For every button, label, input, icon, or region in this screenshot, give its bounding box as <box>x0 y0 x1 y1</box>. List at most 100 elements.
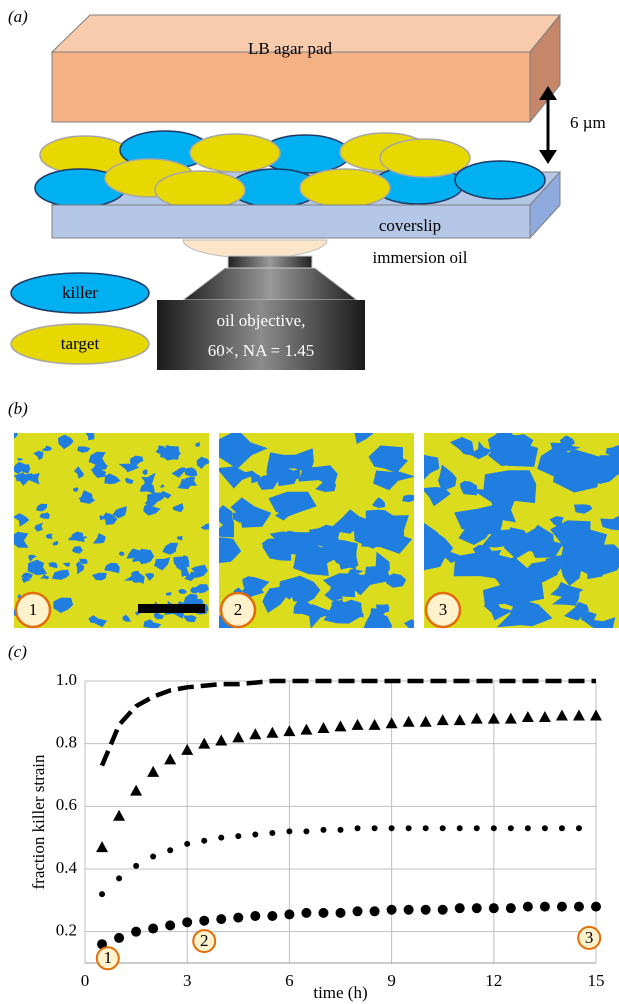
dot-marker <box>252 832 258 838</box>
dot-marker <box>574 902 584 912</box>
frame-label: 2 <box>234 600 243 619</box>
killer-patch <box>402 495 418 502</box>
triangle-marker <box>505 713 517 724</box>
objective-tip <box>228 256 312 268</box>
dot-marker <box>133 863 139 869</box>
dot-marker <box>114 933 124 943</box>
cell <box>455 161 545 199</box>
x-tick-label: 9 <box>387 971 396 990</box>
dot-marker <box>523 902 533 912</box>
dot-marker <box>267 911 277 921</box>
dot-marker <box>338 827 344 833</box>
dot-marker <box>216 914 226 924</box>
frame-label: 1 <box>29 600 38 619</box>
dot-marker <box>148 924 158 934</box>
triangle-marker <box>317 722 329 733</box>
dot-marker <box>131 927 141 937</box>
y-tick-label: 0.4 <box>56 858 78 877</box>
dot-marker <box>301 908 311 918</box>
dot-marker <box>99 891 105 897</box>
dot-marker <box>421 905 431 915</box>
objective-label: 60×, NA = 1.45 <box>208 341 315 360</box>
triangle-marker <box>113 810 125 821</box>
triangle-marker <box>130 785 142 796</box>
dot-marker <box>165 920 175 930</box>
dot-marker <box>525 825 531 831</box>
micrographs: 1 2 3 <box>9 428 619 637</box>
dot-marker <box>201 838 207 844</box>
dot-marker <box>303 828 309 834</box>
triangle-marker <box>147 766 159 777</box>
agar-label: LB agar pad <box>248 39 333 58</box>
dot-marker <box>218 835 224 841</box>
series-line <box>102 681 596 766</box>
dot-marker <box>387 905 397 915</box>
y-axis-title: fraction killer strain <box>29 754 48 890</box>
frame-label: 3 <box>439 600 448 619</box>
panel-b: (b) 1 2 3 <box>8 399 619 637</box>
dot-marker <box>233 913 243 923</box>
cell <box>380 139 470 177</box>
x-tick-label: 6 <box>285 971 294 990</box>
dot-marker <box>423 825 429 831</box>
dot-marker <box>591 902 601 912</box>
micrograph: 2 <box>205 430 422 637</box>
dot-marker <box>557 902 567 912</box>
scale-bar <box>138 604 205 613</box>
x-tick-label: 3 <box>183 971 192 990</box>
panel-a: (a) LB agar pad coverslip immersion oil … <box>8 7 606 370</box>
dot-marker <box>440 825 446 831</box>
dot-marker <box>576 825 582 831</box>
annotation: 1 <box>104 948 113 967</box>
y-tick-label: 0.8 <box>56 733 77 752</box>
dot-marker <box>116 875 122 881</box>
dot-marker <box>457 825 463 831</box>
triangle-marker <box>539 711 551 722</box>
dot-marker <box>250 911 260 921</box>
x-axis-title: time (h) <box>313 983 367 1002</box>
dot-marker <box>489 903 499 913</box>
dot-marker <box>540 902 550 912</box>
x-tick-label: 12 <box>485 971 502 990</box>
dot-marker <box>355 825 361 831</box>
triangle-marker <box>164 753 176 764</box>
annotation: 2 <box>200 931 209 950</box>
panel-label: (c) <box>8 642 27 661</box>
triangle-marker <box>215 735 227 746</box>
dot-marker <box>318 908 328 918</box>
dot-marker <box>336 908 346 918</box>
triangle-marker <box>335 720 347 731</box>
objective-label: oil objective, <box>217 311 306 330</box>
triangle-marker <box>249 728 261 739</box>
dot-marker <box>491 825 497 831</box>
triangle-marker <box>403 716 415 727</box>
panel-c: (c) 0.20.40.60.81.003691215time (h)fract… <box>8 642 605 1002</box>
micrograph: 3 <box>406 428 619 637</box>
dot-marker <box>199 916 209 926</box>
annotation: 3 <box>585 928 594 947</box>
panel-label: (b) <box>8 399 28 418</box>
triangle-marker <box>300 724 312 735</box>
dot-marker <box>472 903 482 913</box>
triangle-marker <box>369 719 381 730</box>
triangle-marker <box>420 716 432 727</box>
dot-marker <box>269 830 275 836</box>
agar-front <box>52 52 530 122</box>
dot-marker <box>406 825 412 831</box>
x-tick-label: 0 <box>81 971 90 990</box>
dot-marker <box>508 825 514 831</box>
cell <box>190 134 280 172</box>
dot-marker <box>455 903 465 913</box>
triangle-marker <box>488 713 500 724</box>
triangle-marker <box>522 711 534 722</box>
triangle-marker <box>590 709 602 720</box>
dot-marker <box>438 905 448 915</box>
objective-cone <box>183 268 357 300</box>
panel-label: (a) <box>8 7 28 26</box>
y-tick-label: 1.0 <box>56 670 77 689</box>
triangle-marker <box>471 713 483 724</box>
dot-marker <box>353 906 363 916</box>
dot-marker <box>182 917 192 927</box>
triangle-marker <box>232 731 244 742</box>
triangle-marker <box>283 725 295 736</box>
